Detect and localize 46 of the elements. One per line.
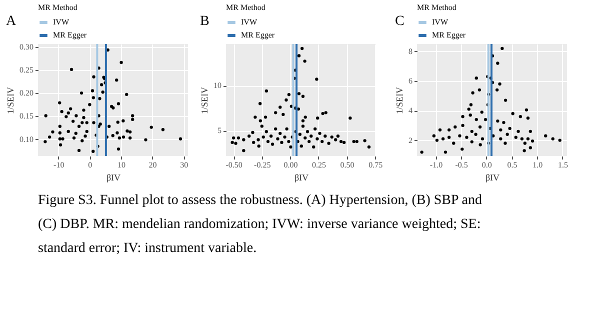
chart-title: A [6,14,17,29]
y-axis-title: 1/SEIV [200,86,210,114]
y-tick-label: 8 [408,46,412,56]
legend-label: MR Egger [53,30,87,40]
chart-title: B [200,14,210,29]
x-tick-label: 0 [88,160,92,170]
x-tick-label: -0.50 [226,160,242,170]
y-axis-title: 1/SEIV [6,86,16,114]
x-tick-label: 0.0 [482,160,492,170]
y-tick-label: 6 [408,76,412,86]
x-tick-label: 1.5 [558,160,568,170]
x-tick-label: 30 [180,160,188,170]
y-axis-title: 1/SEIV [394,86,404,114]
x-tick-label: 0.25 [312,160,326,170]
x-tick-label: -1.0 [430,160,443,170]
y-tick-label: 4 [408,106,412,116]
x-tick-label: -0.5 [455,160,468,170]
legend-label: MR Egger [241,30,275,40]
x-axis-title: βIV [294,172,310,182]
x-tick-label: 0.5 [507,160,518,170]
y-tick-label: 0.20 [20,88,34,98]
legend-title: MR Method [417,3,456,12]
y-tick-label: 0.30 [20,42,34,52]
legend-title: MR Method [226,3,266,12]
legend-label: IVW [241,18,258,26]
y-tick-label: 0.15 [20,112,34,121]
x-tick-label: 0.75 [368,160,383,170]
chart-title: C [395,14,404,29]
x-tick-label: 1.0 [532,160,543,170]
x-tick-label: 20 [148,160,157,170]
legend-label: IVW [432,18,448,26]
y-tick-label: 0.25 [20,65,34,74]
x-tick-label: 0.50 [340,160,354,170]
y-tick-label: 2 [408,136,412,145]
x-tick-label: 10 [117,160,126,170]
y-tick-label: 5 [218,126,222,136]
y-tick-label: 0.10 [20,134,34,144]
caption: Figure S3. Funnel plot to assess the robustness. (A) Hypertension, (B) SBP and (C) DBP. MR: mendelian randomization; IVW: inverse variance weighted; SE: standard error; IV: instrument variable. [38,193,482,256]
x-tick-label: -10 [54,160,64,170]
legend-label: IVW [53,18,70,26]
x-tick-label: 0.00 [284,160,298,170]
x-tick-label: -0.25 [254,160,271,170]
legend-title: MR Method [38,3,78,12]
x-axis-title: βIV [106,172,122,182]
x-axis-title: βIV [485,172,500,182]
legend-label: MR Egger [432,30,466,40]
